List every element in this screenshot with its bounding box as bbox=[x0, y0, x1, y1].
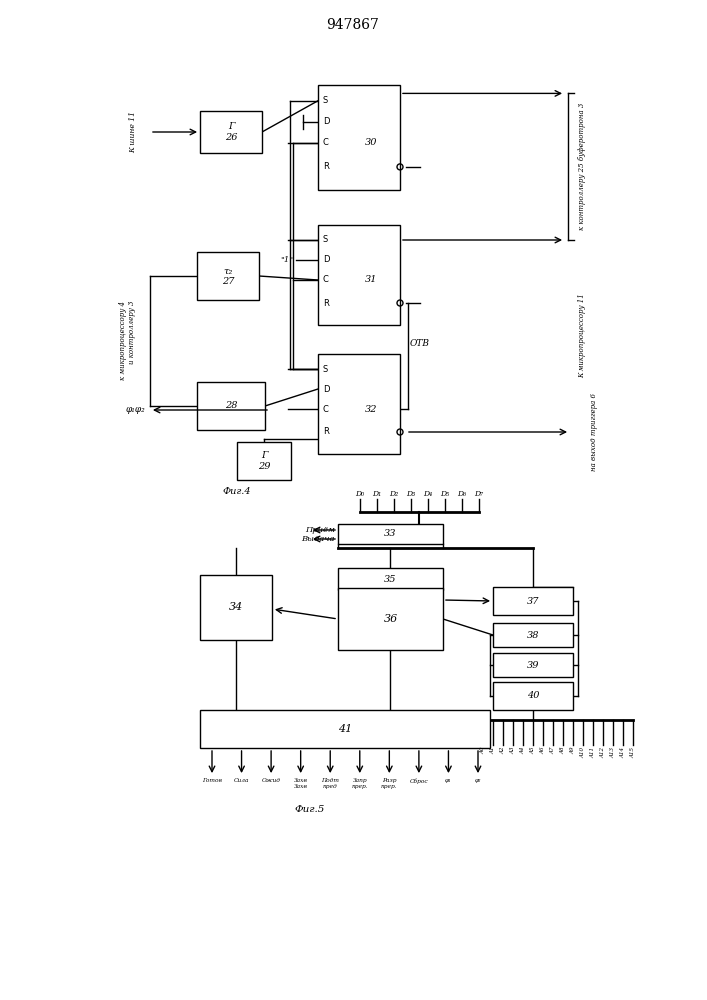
Text: D₁: D₁ bbox=[373, 490, 382, 498]
Bar bbox=[318, 225, 400, 325]
Text: 34: 34 bbox=[229, 602, 243, 612]
Text: φ₂: φ₂ bbox=[474, 778, 481, 783]
Text: К шине 11: К шине 11 bbox=[129, 111, 137, 153]
Bar bbox=[318, 85, 400, 190]
Text: A1: A1 bbox=[491, 747, 496, 754]
Text: D₆: D₆ bbox=[457, 490, 467, 498]
Text: A14: A14 bbox=[621, 747, 626, 758]
Bar bbox=[493, 587, 573, 615]
Text: A10: A10 bbox=[580, 747, 585, 758]
Text: D₂: D₂ bbox=[390, 490, 399, 498]
Text: A3: A3 bbox=[510, 747, 515, 754]
Bar bbox=[200, 710, 490, 748]
Text: τ₂
27: τ₂ 27 bbox=[222, 266, 234, 286]
Text: D₄: D₄ bbox=[423, 490, 433, 498]
Bar bbox=[197, 252, 259, 300]
Text: A11: A11 bbox=[590, 747, 595, 758]
Text: Захв
Захв: Захв Захв bbox=[293, 778, 308, 789]
Text: к микропроцессору 4
и контроллеру 3: к микропроцессору 4 и контроллеру 3 bbox=[119, 300, 136, 379]
Text: Ожид: Ожид bbox=[262, 778, 281, 783]
Text: D₃: D₃ bbox=[407, 490, 416, 498]
Text: 38: 38 bbox=[527, 631, 539, 640]
Text: на выход триггера 6: на выход триггера 6 bbox=[590, 393, 598, 471]
Text: A0: A0 bbox=[481, 747, 486, 754]
Bar bbox=[318, 354, 400, 454]
Text: A4: A4 bbox=[520, 747, 525, 754]
Text: A12: A12 bbox=[600, 747, 605, 758]
Text: Приём: Приём bbox=[305, 526, 335, 534]
Text: R: R bbox=[323, 162, 329, 171]
Bar bbox=[338, 568, 443, 590]
Text: Запр
прер.: Запр прер. bbox=[351, 778, 368, 789]
Text: A8: A8 bbox=[561, 747, 566, 754]
Text: Сброс: Сброс bbox=[409, 778, 428, 784]
Text: R: R bbox=[323, 298, 329, 308]
Text: 30: 30 bbox=[365, 138, 378, 147]
Text: 37: 37 bbox=[527, 596, 539, 605]
Text: A13: A13 bbox=[611, 747, 616, 758]
Text: Фиг.5: Фиг.5 bbox=[295, 806, 325, 814]
Text: R: R bbox=[323, 428, 329, 436]
Text: Г
29: Г 29 bbox=[258, 451, 270, 471]
Text: Подт
пред: Подт пред bbox=[321, 778, 339, 789]
Text: К микропроцессору 11: К микропроцессору 11 bbox=[578, 294, 586, 378]
Text: 32: 32 bbox=[365, 404, 378, 414]
Bar bbox=[200, 111, 262, 153]
Text: 947867: 947867 bbox=[327, 18, 380, 32]
Text: A5: A5 bbox=[530, 747, 535, 754]
Bar bbox=[493, 682, 573, 710]
Bar bbox=[493, 623, 573, 647]
Text: A7: A7 bbox=[551, 747, 556, 754]
Bar bbox=[197, 382, 265, 430]
Text: Сила: Сила bbox=[234, 778, 250, 783]
Text: Г
26: Г 26 bbox=[225, 122, 238, 142]
Text: 33: 33 bbox=[384, 530, 397, 538]
Text: D: D bbox=[323, 117, 329, 126]
Text: Разр
прер.: Разр прер. bbox=[381, 778, 397, 789]
Text: 41: 41 bbox=[338, 724, 352, 734]
Text: "1": "1" bbox=[280, 256, 293, 264]
Text: A9: A9 bbox=[571, 747, 575, 754]
Text: φ₁: φ₁ bbox=[445, 778, 452, 783]
Bar bbox=[338, 524, 443, 544]
Text: C: C bbox=[323, 404, 329, 414]
Text: D: D bbox=[323, 384, 329, 393]
Text: 31: 31 bbox=[365, 275, 378, 284]
Text: 36: 36 bbox=[383, 614, 397, 624]
Text: Выдача: Выдача bbox=[301, 535, 335, 543]
Bar bbox=[200, 575, 272, 640]
Text: C: C bbox=[323, 275, 329, 284]
Text: 39: 39 bbox=[527, 660, 539, 670]
Text: ОТВ: ОТВ bbox=[410, 340, 430, 349]
Text: C: C bbox=[323, 138, 329, 147]
Text: Готов: Готов bbox=[202, 778, 222, 783]
Text: A15: A15 bbox=[631, 747, 636, 758]
Bar bbox=[338, 588, 443, 650]
Text: S: S bbox=[323, 96, 328, 105]
Text: D: D bbox=[323, 255, 329, 264]
Bar bbox=[493, 653, 573, 677]
Text: S: S bbox=[323, 364, 328, 373]
Text: 28: 28 bbox=[225, 401, 238, 410]
Bar bbox=[237, 442, 291, 480]
Text: Фиг.4: Фиг.4 bbox=[223, 488, 251, 496]
Text: S: S bbox=[323, 235, 328, 244]
Text: φ₁φ₂: φ₁φ₂ bbox=[125, 406, 145, 414]
Text: к контроллеру 25 буферотрона 3: к контроллеру 25 буферотрона 3 bbox=[578, 103, 586, 230]
Text: D₀: D₀ bbox=[356, 490, 365, 498]
Text: 35: 35 bbox=[384, 574, 397, 584]
Text: D₇: D₇ bbox=[474, 490, 484, 498]
Text: 40: 40 bbox=[527, 692, 539, 700]
Text: A2: A2 bbox=[501, 747, 506, 754]
Text: A6: A6 bbox=[540, 747, 546, 754]
Text: D₅: D₅ bbox=[440, 490, 450, 498]
